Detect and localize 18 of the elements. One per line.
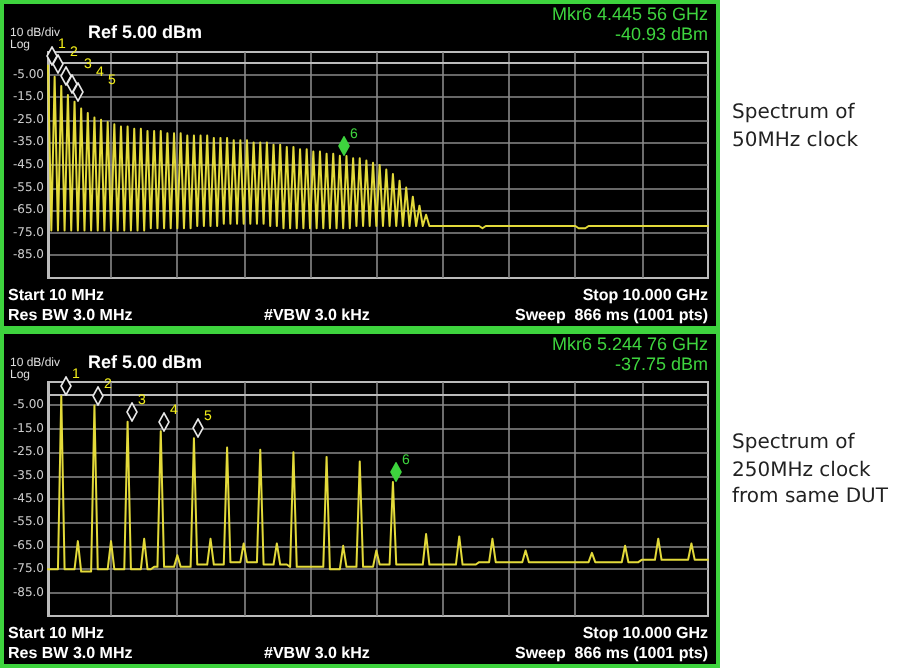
text: Mkr6 5.244 76 GHz: [551, 334, 708, 355]
text: Ref 5.00 dBm: [88, 22, 203, 43]
text: Stop 10.000 GHz: [582, 623, 708, 642]
text: Spectrum of 250MHz clock from same DUT: [732, 430, 888, 511]
text: Start 10 MHz: [8, 623, 105, 642]
text: Stop 10.000 GHz: [582, 285, 708, 304]
text: Res BW 3.0 MHz: [8, 305, 133, 324]
text: Res BW 3.0 MHz: [8, 643, 133, 662]
text: Sweep 866 ms (1001 pts): [515, 643, 708, 662]
text: Ref 5.00 dBm: [88, 352, 203, 373]
text: #VBW 3.0 kHz: [264, 643, 370, 662]
text: Sweep 866 ms (1001 pts): [515, 305, 708, 324]
text: Spectrum of 50MHz clock: [732, 100, 858, 154]
text: Mkr6 4.445 56 GHz: [551, 4, 708, 25]
text: #VBW 3.0 kHz: [264, 305, 370, 324]
text: Start 10 MHz: [8, 285, 105, 304]
text: -40.93 dBm: [614, 24, 708, 45]
text: -37.75 dBm: [614, 354, 708, 375]
